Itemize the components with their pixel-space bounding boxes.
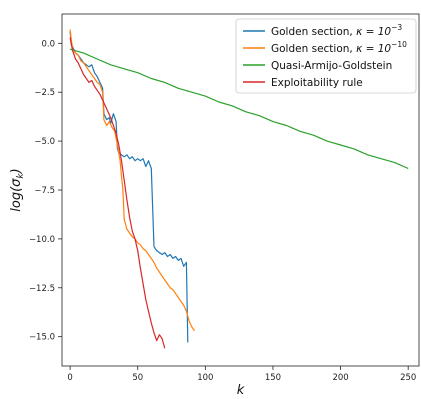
y-tick-label: −7.5 [34,186,55,196]
x-tick-label: 150 [265,373,281,383]
x-tick-label: 200 [332,373,348,383]
legend: Golden section, κ = 10−3 Golden section, … [235,18,417,94]
y-tick-label: −10.0 [29,235,55,245]
x-tick-label: 100 [197,373,213,383]
x-tick-label: 50 [132,373,143,383]
legend-label: Quasi-Armijo-Goldstein [271,60,392,72]
y-tick-label: 0.0 [41,39,55,49]
legend-label: Golden section, κ = 10−10 [271,40,407,55]
legend-label: Exploitability rule [271,77,363,89]
legend-label: Golden section, κ = 10−3 [271,23,402,38]
y-tick-label: −12.5 [29,284,55,294]
legend-box [235,18,417,94]
series-line-4 [69,37,166,349]
y-tick-label: −15.0 [29,333,55,343]
x-tick-label: 0 [67,373,72,383]
x-axis-label: k [237,383,245,398]
y-axis-label: log(σk) [9,168,26,211]
y-tick-label: −5.0 [34,137,55,147]
series-line-2 [69,29,195,332]
series-layer [69,29,409,349]
y-axis: 0.0 −2.5 −5.0 −7.5 −10.0 −12.5 −15.0 [29,39,62,343]
y-tick-label: −2.5 [34,88,55,98]
series-line-3 [69,48,409,170]
x-axis: 0 50 100 150 200 250 [67,366,416,383]
x-tick-label: 250 [400,373,416,383]
series-line-1 [69,31,189,343]
